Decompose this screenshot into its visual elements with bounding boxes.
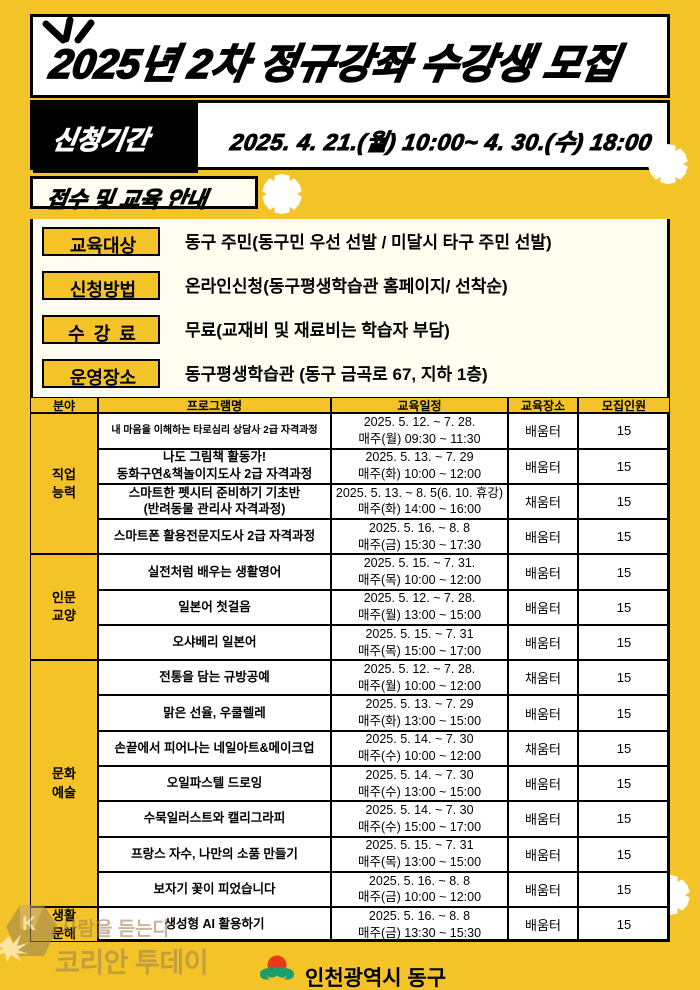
svg-text:K: K	[22, 914, 36, 935]
